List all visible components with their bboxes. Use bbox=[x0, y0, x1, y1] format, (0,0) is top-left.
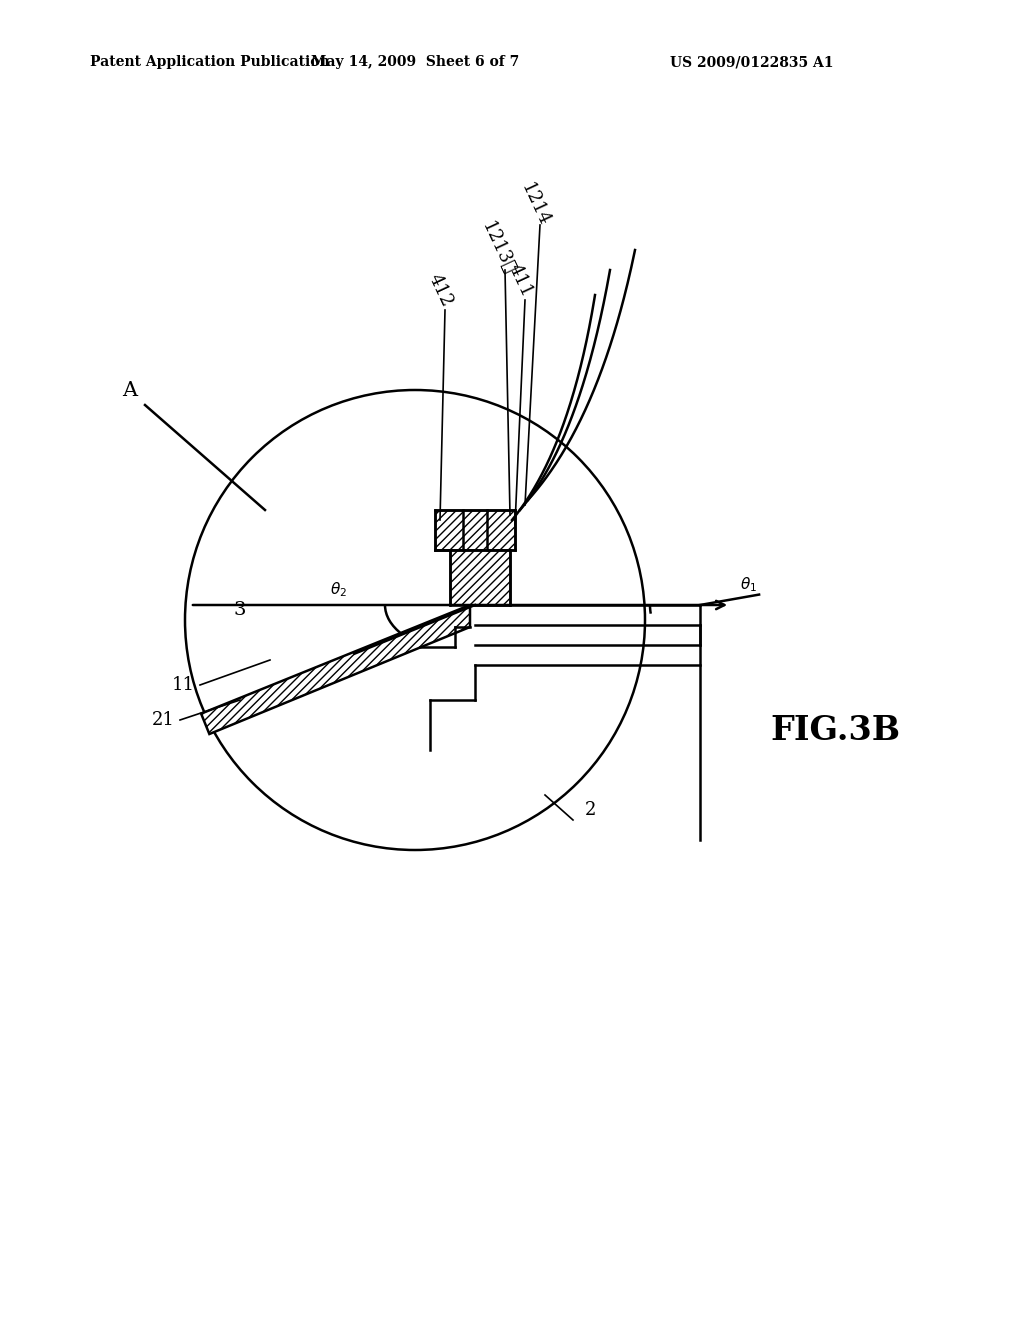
Text: 2: 2 bbox=[585, 801, 596, 818]
Text: Patent Application Publication: Patent Application Publication bbox=[90, 55, 330, 69]
Text: 21: 21 bbox=[153, 711, 175, 729]
Polygon shape bbox=[435, 510, 515, 550]
Text: 412: 412 bbox=[425, 271, 456, 309]
Text: $\theta_2$: $\theta_2$ bbox=[330, 581, 347, 599]
Text: US 2009/0122835 A1: US 2009/0122835 A1 bbox=[670, 55, 834, 69]
Text: FIG.3B: FIG.3B bbox=[770, 714, 900, 747]
Text: 3: 3 bbox=[233, 601, 246, 619]
Text: 411: 411 bbox=[505, 260, 536, 300]
Text: $\theta_1$: $\theta_1$ bbox=[740, 576, 757, 594]
Polygon shape bbox=[201, 605, 470, 734]
Text: 11: 11 bbox=[172, 676, 195, 694]
Text: May 14, 2009  Sheet 6 of 7: May 14, 2009 Sheet 6 of 7 bbox=[311, 55, 519, 69]
Text: 1214: 1214 bbox=[517, 181, 553, 230]
Polygon shape bbox=[450, 550, 510, 605]
Text: A: A bbox=[123, 380, 137, 400]
Text: 1213、: 1213、 bbox=[478, 219, 518, 277]
